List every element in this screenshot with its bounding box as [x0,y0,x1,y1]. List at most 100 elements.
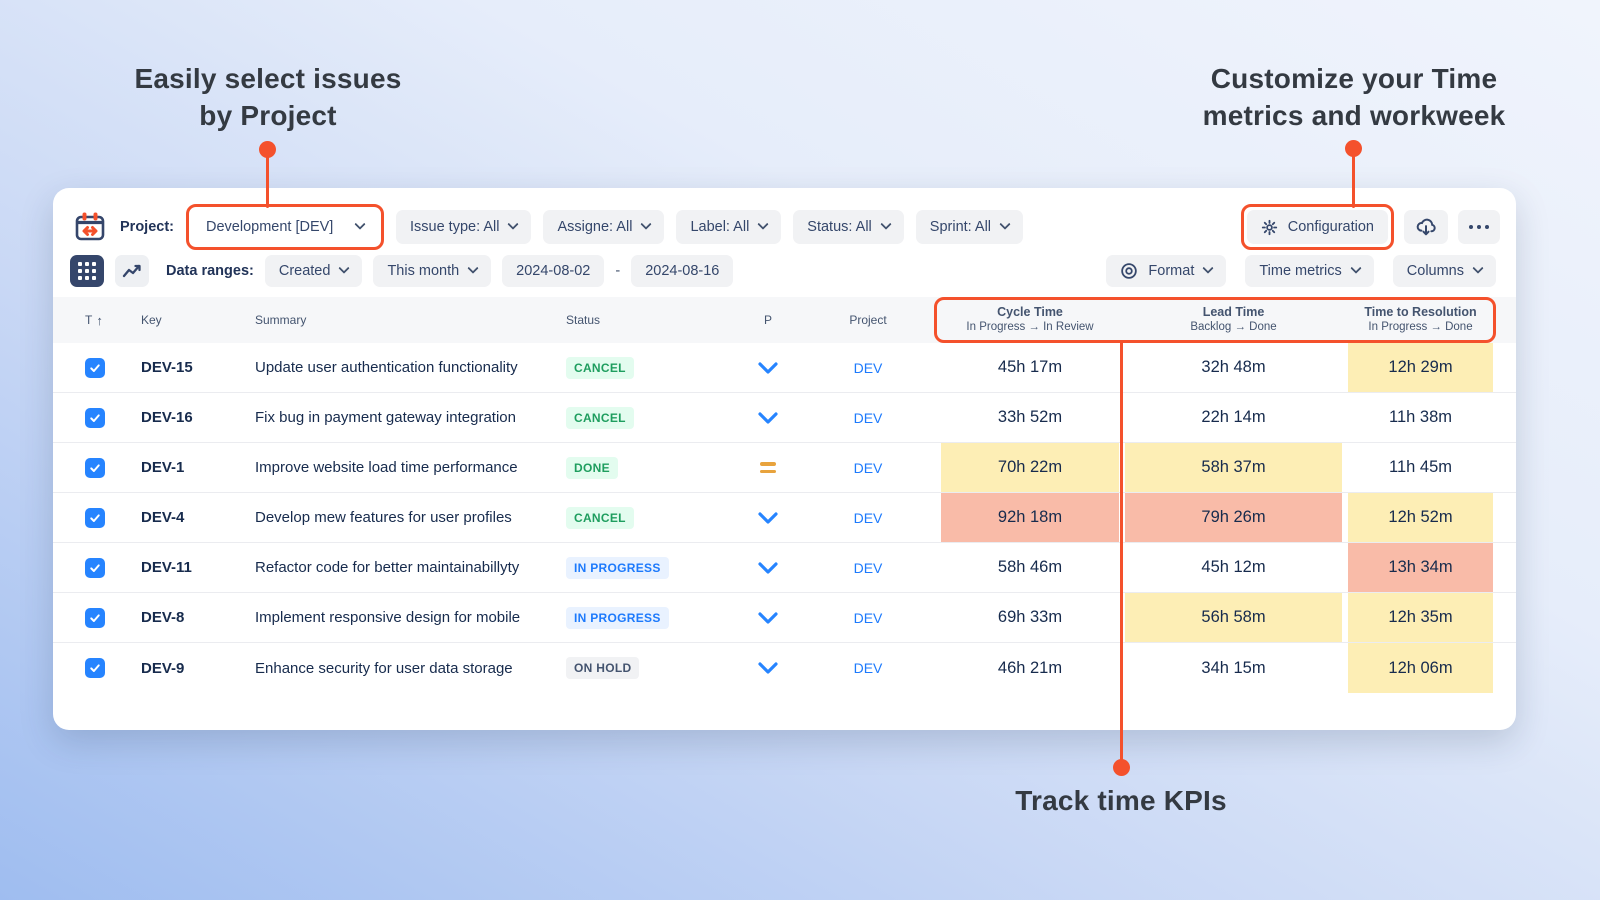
export-button[interactable] [1404,210,1448,244]
column-header-lead-time[interactable]: Lead Time Backlog → Done [1122,305,1345,335]
project-cell: DEV [798,393,938,442]
time-metrics-dropdown[interactable]: Time metrics [1245,255,1374,287]
time-to-resolution-cell: 12h 29m [1345,343,1496,392]
chevron-down-icon [467,262,479,274]
project-link[interactable]: DEV [853,609,883,626]
table-row: DEV-4 Develop mew features for user prof… [53,493,1516,543]
cycle-time-cell: 46h 21m [938,643,1122,693]
format-dropdown[interactable]: Format [1106,255,1227,287]
issue-key: DEV-4 [141,509,185,526]
time-to-resolution-value: 11h 45m [1389,458,1452,476]
chevron-down-icon [1350,262,1362,274]
metric-title: Time to Resolution [1364,305,1477,319]
column-header-time-to-resolution[interactable]: Time to Resolution In Progress → Done [1345,305,1496,335]
priority-cell [738,493,798,542]
column-header-key[interactable]: Key [141,313,162,327]
date-separator: - [615,263,621,279]
project-link[interactable]: DEV [853,509,883,526]
status-cell: IN PROGRESS [566,543,738,592]
calendar-double-arrow-icon [72,209,108,245]
filter-dropdown[interactable]: Status: All [793,210,904,244]
column-header-summary[interactable]: Summary [255,313,307,327]
time-to-resolution-cell: 13h 34m [1345,543,1496,592]
column-header-cycle-time[interactable]: Cycle Time In Progress → In Review [938,305,1122,335]
annotation-line-1: Easily select issues [134,63,402,94]
row-checkbox-checked[interactable] [85,557,105,578]
filter-dropdown[interactable]: Sprint: All [915,210,1024,244]
range-field-dropdown[interactable]: Created [264,255,363,287]
grid-view-button[interactable] [70,255,104,287]
more-actions-button[interactable] [1458,210,1500,244]
filter-dropdown[interactable]: Issue type: All [396,210,532,244]
status-cell: ON HOLD [566,643,738,693]
priority-low-icon [756,411,780,425]
filter-dropdown[interactable]: Assigne: All [543,210,665,244]
priority-medium-icon [760,462,776,473]
project-link[interactable]: DEV [853,559,883,576]
status-cell: CANCEL [566,493,738,542]
cycle-time-value: 58h 46m [997,558,1063,576]
gear-icon [1261,219,1278,236]
issue-summary: Refactor code for better maintainabillyt… [255,559,520,576]
issue-summary: Implement responsive design for mobile [255,609,521,626]
cycle-time-cell: 45h 17m [938,343,1122,392]
priority-low-icon [756,361,780,375]
project-link[interactable]: DEV [853,660,883,676]
configuration-button[interactable]: Configuration [1246,210,1388,244]
column-header-status[interactable]: Status [566,313,601,327]
lead-time-value: 79h 26m [1125,493,1342,542]
summary-cell: Fix bug in payment gateway integration [255,393,566,442]
columns-dropdown[interactable]: Columns [1392,255,1496,287]
table-row: DEV-8 Implement responsive design for mo… [53,593,1516,643]
column-header-project[interactable]: Project [849,313,887,327]
pointer-line [1120,341,1123,761]
issue-key: DEV-9 [141,659,185,677]
row-checkbox-checked[interactable] [85,357,105,378]
filter-dropdown[interactable]: Label: All [676,210,782,244]
date-to-field[interactable]: 2024-08-16 [631,255,734,287]
issue-summary: Fix bug in payment gateway integration [255,409,516,426]
range-period-dropdown[interactable]: This month [373,255,492,287]
key-cell: DEV-4 [141,493,255,542]
status-badge: CANCEL [566,356,634,379]
chart-view-button[interactable] [115,255,149,287]
cycle-time-cell: 33h 52m [938,393,1122,442]
lead-time-cell: 79h 26m [1122,493,1345,542]
row-checkbox-checked[interactable] [85,407,105,428]
metric-title: Cycle Time [997,305,1063,319]
column-header-priority[interactable]: P [763,313,772,327]
filter-label: Status: All [807,219,872,235]
status-cell: DONE [566,443,738,492]
project-link[interactable]: DEV [853,359,883,376]
chevron-down-icon [880,218,892,230]
filters-toolbar: Project: Development [DEV] Issue type: A… [53,204,1516,250]
project-link[interactable]: DEV [853,409,883,426]
row-checkbox-checked[interactable] [85,658,105,678]
lead-time-value: 32h 48m [1201,358,1266,376]
lead-time-cell: 32h 48m [1122,343,1345,392]
checkbox-cell [85,393,141,442]
row-checkbox-checked[interactable] [85,507,105,528]
status-badge: CANCEL [566,406,634,429]
status-cell: CANCEL [566,393,738,442]
row-checkbox-checked[interactable] [85,607,105,628]
checkbox-cell [85,543,141,592]
filter-label: Issue type: All [410,219,500,235]
cycle-time-cell: 69h 33m [938,593,1122,642]
chevron-down-icon [1472,262,1484,274]
time-to-resolution-value: 12h 29m [1348,343,1493,392]
key-cell: DEV-15 [141,343,255,392]
metric-subtitle: Backlog → Done [1190,321,1277,333]
time-metrics-label: Time metrics [1259,263,1342,279]
range-period-value: This month [387,263,460,279]
summary-cell: Enhance security for user data storage [255,643,566,693]
column-header-type[interactable]: T ↑ [85,313,141,328]
date-from-field[interactable]: 2024-08-02 [502,255,605,287]
project-dropdown[interactable]: Development [DEV] [192,210,378,244]
table-row: DEV-1 Improve website load time performa… [53,443,1516,493]
project-link[interactable]: DEV [853,459,883,476]
checkbox-cell [85,493,141,542]
key-cell: DEV-16 [141,393,255,442]
row-checkbox-checked[interactable] [85,457,105,478]
